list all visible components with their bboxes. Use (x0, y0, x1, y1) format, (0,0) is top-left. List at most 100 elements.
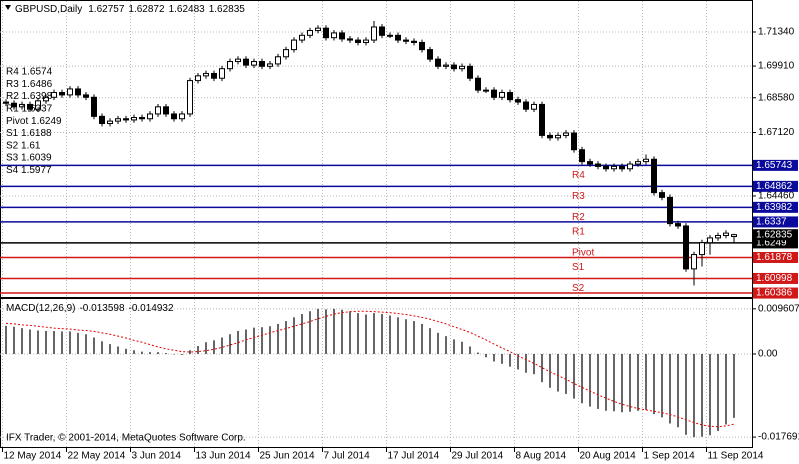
candle-body (155, 106, 161, 115)
candle-body (523, 101, 529, 110)
level-price-label: 1.60998 (756, 273, 793, 284)
level-price-box (753, 251, 798, 263)
x-tick-label: 3 Jun 2014 (132, 451, 182, 462)
candle-body (59, 92, 65, 96)
candle-body (363, 39, 369, 43)
candle-body (515, 99, 521, 103)
candle-body (123, 118, 129, 121)
candle-body (403, 39, 409, 42)
y-tick-label: 1.68580 (758, 92, 795, 103)
close-value: 1.62835 (209, 4, 246, 15)
candle-body (275, 56, 281, 65)
candle-body (291, 39, 297, 51)
copyright: IFX Trader, © 2001-2014, MetaQuotes Soft… (6, 433, 246, 444)
x-tick-label: 29 Jul 2014 (452, 451, 504, 462)
candle-body (203, 72, 209, 77)
candle-body (99, 115, 105, 124)
candle-body (531, 103, 537, 110)
x-tick-label: 22 May 2014 (68, 451, 126, 462)
candle-body (387, 34, 393, 37)
candle-body (427, 49, 433, 60)
candle-body (707, 237, 713, 244)
candle-body (67, 88, 73, 96)
level-price-box (753, 159, 798, 171)
candle-body (243, 58, 249, 66)
level-price-box (753, 201, 798, 213)
candle-body (547, 134, 553, 139)
level-price-label: 1.61878 (756, 252, 793, 263)
candle-body (339, 32, 345, 40)
chart-title: GBPUSD,Daily (15, 4, 82, 15)
high-value: 1.62872 (128, 4, 165, 15)
candle-body (699, 242, 705, 256)
macd-panel (0, 298, 753, 448)
chart-header: GBPUSD,Daily 1.62757 1.62872 1.62483 1.62835 (15, 4, 245, 15)
macd-plot (0, 299, 752, 447)
candle-body (211, 72, 217, 79)
candles (3, 21, 737, 286)
symbol-icon (5, 5, 11, 10)
candle-body (331, 32, 337, 39)
candle-body (675, 223, 681, 227)
level-name: R1 (572, 227, 585, 238)
level-price-label: 1.63982 (756, 202, 793, 213)
level-legend-entry: S1 1.6188 (6, 128, 52, 139)
level-price-box (753, 180, 798, 192)
candle-body (603, 165, 609, 170)
candle-body (299, 34, 305, 41)
candle-body (651, 158, 657, 194)
level-name: Pivot (572, 248, 594, 259)
level-name: R3 (572, 191, 585, 202)
candle-body (619, 165, 625, 170)
level-name: R4 (572, 170, 585, 181)
level-price-box (753, 272, 798, 284)
candle-body (395, 34, 401, 41)
candle-body (467, 65, 473, 79)
level-legend-entry: S2 1.61 (6, 140, 41, 151)
candle-body (611, 165, 617, 170)
candle-body (227, 61, 233, 70)
candle-body (507, 92, 513, 101)
candle-body (83, 94, 89, 98)
x-tick-label: 25 Jun 2014 (260, 451, 315, 462)
current-price-label: 1.62835 (756, 229, 793, 240)
signal-line (5, 310, 735, 428)
level-price-label: 1.6337 (756, 217, 787, 228)
candle-body (683, 225, 689, 270)
macd-title: MACD(12,26,9) (6, 303, 75, 314)
open-value: 1.62757 (88, 4, 125, 15)
level-price-label: 1.60386 (756, 288, 793, 299)
candle-body (371, 26, 377, 41)
candle-body (195, 75, 201, 82)
candle-body (179, 113, 185, 120)
candle-body (19, 103, 25, 108)
candle-body (459, 65, 465, 70)
candle-body (323, 27, 329, 39)
candle-body (643, 158, 649, 163)
candle-body (579, 149, 585, 163)
candle-body (571, 132, 577, 151)
candle-body (347, 38, 353, 41)
level-legend-entry: R4 1.6574 (6, 67, 53, 78)
candle-body (187, 80, 193, 115)
level-name: S1 (572, 262, 585, 273)
candle-body (443, 64, 449, 67)
candle-body (171, 113, 177, 120)
candle-body (307, 30, 313, 36)
level-legend-entry: R2 1.6398 (6, 91, 53, 102)
candle-body (163, 106, 169, 115)
candle-body (107, 120, 113, 124)
x-tick-label: 8 Aug 2014 (516, 451, 567, 462)
candle-body (659, 192, 665, 198)
candle-body (555, 134, 561, 139)
candle-body (411, 40, 417, 43)
level-price-box (753, 237, 798, 249)
candle-body (51, 92, 57, 98)
macd-header: MACD(12,26,9) -0.013598 -0.014932 (6, 303, 174, 314)
candle-body (691, 254, 697, 270)
candle-body (235, 58, 241, 63)
candle-body (139, 117, 145, 120)
candle-body (451, 64, 457, 70)
